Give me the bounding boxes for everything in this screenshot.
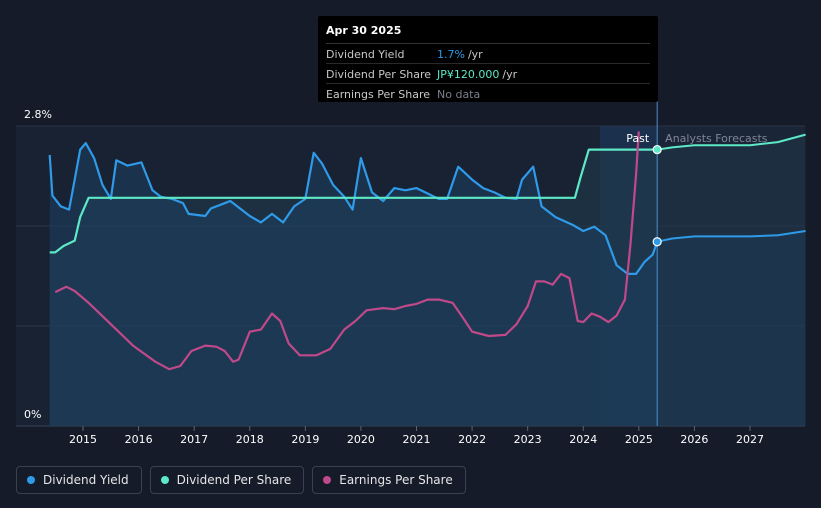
x-tick-label: 2024	[569, 433, 597, 446]
x-tick-label: 2022	[458, 433, 486, 446]
tooltip-date: Apr 30 2025	[326, 24, 650, 44]
x-tick-label: 2019	[291, 433, 319, 446]
line-earnings-per-share	[54, 131, 640, 371]
tooltip-unit: /yr	[502, 68, 518, 81]
tooltip-value: JP¥120.000	[437, 68, 500, 81]
legend-dot-icon	[160, 476, 169, 484]
forecast-line-dividend-per-share	[657, 133, 806, 151]
forecast-region	[657, 126, 805, 426]
x-tick-label: 2021	[403, 433, 431, 446]
forecast-line-dividend-yield	[656, 230, 806, 243]
tooltip-value: No data	[437, 88, 481, 101]
legend-item-earnings-per-share[interactable]: Earnings Per Share	[312, 466, 466, 494]
forecast-area-dividend-yield	[657, 231, 806, 426]
past-label: Past	[626, 132, 650, 145]
marker-dividend-per-share	[652, 144, 662, 155]
tooltip-row-dividend-per-share: Dividend Per Share JP¥120.000 /yr	[326, 64, 650, 84]
legend: Dividend Yield Dividend Per Share Earnin…	[16, 466, 466, 494]
tooltip-label: Earnings Per Share	[326, 88, 431, 101]
forecast-label: Analysts Forecasts	[665, 132, 768, 145]
area-dividend-yield	[49, 143, 658, 426]
x-axis: 2015 2016 2017 2018 2019 2020 2021 2022 2023 2024…	[69, 426, 764, 446]
legend-dot-icon	[323, 476, 332, 484]
marker-dividend-yield	[652, 237, 662, 247]
y-tick-label: 0%	[24, 408, 41, 421]
legend-label: Dividend Per Share	[176, 473, 292, 487]
x-tick-label: 2020	[347, 433, 375, 446]
x-tick-label: 2015	[69, 433, 97, 446]
x-tick-label: 2018	[236, 433, 264, 446]
legend-label: Earnings Per Share	[339, 473, 453, 487]
series-lines	[48, 131, 806, 371]
x-tick-label: 2025	[625, 433, 653, 446]
tooltip-label: Dividend Yield	[326, 48, 405, 61]
x-tick-label: 2027	[736, 433, 764, 446]
y-tick-label: 2.8%	[24, 108, 52, 121]
line-dividend-per-share	[49, 148, 658, 254]
series-areas	[49, 134, 806, 426]
legend-item-dividend-yield[interactable]: Dividend Yield	[16, 466, 142, 494]
x-tick-label: 2026	[680, 433, 708, 446]
legend-dot-icon	[27, 476, 35, 484]
x-tick-label: 2016	[125, 433, 153, 446]
x-tick-label: 2023	[514, 433, 542, 446]
forecast-area-dividend-per-share	[657, 134, 806, 426]
tooltip-label: Dividend Per Share	[326, 68, 432, 81]
hover-markers	[652, 144, 662, 247]
line-dividend-yield	[48, 142, 659, 275]
legend-item-dividend-per-share[interactable]: Dividend Per Share	[149, 466, 305, 494]
x-tick-label: 2017	[180, 433, 208, 446]
tooltip-row-dividend-yield: Dividend Yield 1.7% /yr	[326, 44, 650, 64]
tooltip-value: 1.7%	[437, 48, 465, 61]
tooltip: Apr 30 2025 Dividend Yield 1.7% /yr Divi…	[318, 16, 658, 102]
legend-label: Dividend Yield	[43, 473, 129, 487]
tooltip-row-earnings-per-share: Earnings Per Share No data	[326, 84, 650, 103]
tooltip-unit: /yr	[467, 48, 483, 61]
y-axis: 2.8% 0%	[24, 108, 52, 421]
